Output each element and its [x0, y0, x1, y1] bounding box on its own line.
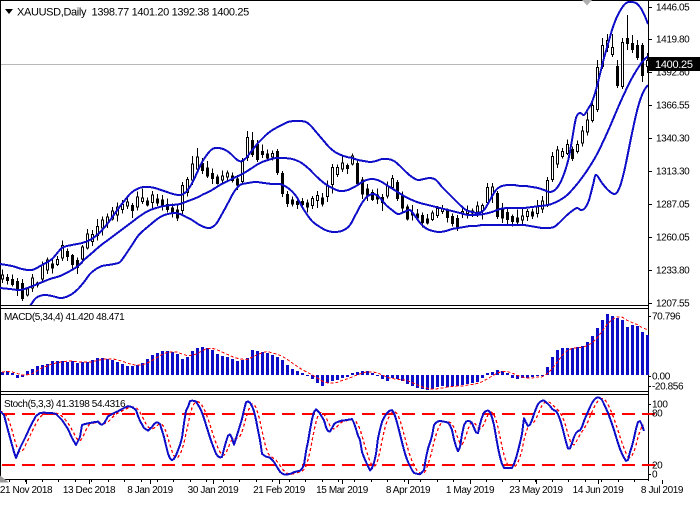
- svg-text:1419.80: 1419.80: [656, 35, 690, 46]
- svg-text:15 Mar 2019: 15 Mar 2019: [316, 485, 369, 496]
- svg-text:1366.55: 1366.55: [656, 101, 690, 112]
- svg-text:MACD(5,34,4) 41.420 48.471: MACD(5,34,4) 41.420 48.471: [4, 312, 125, 323]
- svg-text:XAUUSD,Daily 1398.77 1401.20: XAUUSD,Daily 1398.77 1401.20 1392.38 140…: [17, 7, 249, 19]
- svg-text:100: 100: [652, 400, 668, 411]
- svg-text:23 May 2019: 23 May 2019: [509, 485, 563, 496]
- svg-text:1287.05: 1287.05: [656, 200, 690, 211]
- svg-text:1207.55: 1207.55: [656, 299, 690, 310]
- svg-text:8 Jul 2019: 8 Jul 2019: [641, 485, 684, 496]
- svg-text:1 May 2019: 1 May 2019: [446, 485, 495, 496]
- svg-text:1400.25: 1400.25: [655, 59, 693, 71]
- svg-text:1446.05: 1446.05: [656, 3, 690, 14]
- svg-text:30 Jan 2019: 30 Jan 2019: [188, 485, 239, 496]
- svg-text:8 Jan 2019: 8 Jan 2019: [127, 485, 173, 496]
- svg-text:8 Apr 2019: 8 Apr 2019: [386, 485, 431, 496]
- svg-text:1260.05: 1260.05: [656, 233, 690, 244]
- svg-text:1233.80: 1233.80: [656, 266, 690, 277]
- svg-text:0: 0: [652, 470, 658, 481]
- svg-text:20: 20: [652, 461, 663, 472]
- svg-text:14 Jun 2019: 14 Jun 2019: [573, 485, 624, 496]
- svg-text:Stoch(5,3,3) 41.3198 54.4316: Stoch(5,3,3) 41.3198 54.4316: [4, 399, 126, 410]
- svg-text:80: 80: [652, 409, 663, 420]
- svg-text:21 Nov 2018: 21 Nov 2018: [0, 485, 53, 496]
- svg-text:13 Dec 2018: 13 Dec 2018: [63, 485, 116, 496]
- svg-text:0.00: 0.00: [652, 372, 671, 383]
- svg-text:1313.30: 1313.30: [656, 167, 690, 178]
- svg-text:1392.80: 1392.80: [656, 68, 690, 79]
- svg-text:70.796: 70.796: [652, 312, 681, 323]
- svg-text:21 Feb 2019: 21 Feb 2019: [253, 485, 306, 496]
- svg-text:1340.30: 1340.30: [656, 134, 690, 145]
- svg-text:-20.856: -20.856: [652, 382, 684, 393]
